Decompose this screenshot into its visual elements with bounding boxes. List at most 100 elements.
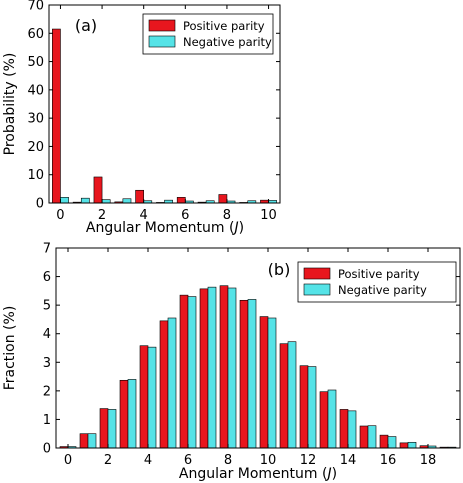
panel-b-bars	[59, 285, 457, 449]
panel-b-legend-swatch-0	[303, 267, 331, 280]
panel-a-bar-s1-j1	[80, 197, 90, 204]
panel-b-legend: Positive parity Negative parity	[297, 261, 457, 303]
panel-b-bar-s1-j9	[247, 299, 257, 449]
panel-a-bar-s0-j6	[176, 197, 186, 204]
panel-b-bar-s1-j8	[227, 287, 237, 449]
panel-b-bar-s1-j13	[327, 389, 337, 449]
panel-b-bar-s0-j12	[299, 365, 309, 449]
panel-b-bar-s0-j8	[219, 285, 229, 449]
panel-b-y-tick-label: 7	[43, 242, 51, 257]
panel-b-legend-swatch-1	[303, 283, 331, 296]
panel-a-bar-s1-j2	[101, 199, 111, 204]
panel-b-bar-s0-j16	[379, 434, 389, 449]
panel-b-y-tick-label: 0	[43, 442, 51, 457]
panel-b-bar-s0-j11	[279, 343, 289, 449]
panel-b-bar-s0-j14	[339, 409, 349, 449]
panel-b-x-tick-label: 8	[224, 453, 232, 468]
panel-b-y-tick-label: 3	[43, 356, 51, 371]
panel-b-y-tick-label: 2	[43, 384, 51, 399]
panel-a-bar-s0-j0	[52, 28, 61, 204]
panel-a-legend-label-0: Positive parity	[183, 19, 265, 33]
panel-b-bar-s1-j15	[367, 425, 377, 449]
panel-a-legend-swatch-1	[148, 35, 176, 48]
panel-b-y-tick-label: 4	[43, 327, 51, 342]
panel-b-bar-s1-j6	[187, 296, 197, 449]
panel-a-y-tick-label: 70	[27, 0, 44, 14]
panel-a-y-tick-label: 10	[27, 168, 44, 183]
panel-b-x-axis-label-text: Angular Momentum	[179, 466, 318, 482]
panel-a-x-tick-label: 8	[223, 208, 231, 223]
panel-a-y-tick-label: 40	[27, 83, 44, 98]
panel-b-y-ticks: 0 1 2 3 4 5 6 7	[43, 242, 460, 457]
panel-b-x-tick-label: 4	[144, 453, 152, 468]
panel-b-bar-s0-j15	[359, 425, 369, 449]
panel-b-bar-s1-j1	[87, 433, 97, 449]
panel-a-bar-s0-j2	[93, 176, 103, 204]
panel-a-bar-s1-j3	[122, 198, 132, 204]
panel-b-bar-s1-j7	[207, 286, 217, 449]
panel-a-x-tick-label: 2	[98, 208, 106, 223]
panel-a-x-axis-label: Angular Momentum (J)	[86, 220, 244, 236]
panel-b-bar-s0-j1	[79, 433, 89, 449]
panel-b-bar-s1-j11	[287, 341, 297, 449]
panel-b-bar-s1-j16	[387, 436, 397, 449]
panel-b-x-tick-label: 2	[104, 453, 112, 468]
panel-b-x-tick-label: 10	[260, 453, 277, 468]
panel-b-bar-s1-j10	[267, 317, 277, 449]
panel-a-legend-swatch-0	[148, 19, 176, 32]
panel-a-y-tick-label: 60	[27, 27, 44, 42]
panel-a-legend: Positive parity Negative parity	[142, 13, 274, 55]
panel-b-bar-s1-j4	[147, 346, 157, 449]
panel-b-bar-s0-j5	[159, 320, 169, 449]
panel-a-bar-s0-j4	[135, 189, 144, 204]
panel-b-bar-s1-j3	[127, 379, 137, 449]
panel-b-bar-s1-j12	[307, 366, 317, 449]
panel-a-y-tick-label: 0	[36, 197, 44, 212]
panel-b-bar-s1-j5	[167, 317, 177, 449]
panel-b-bar-s0-j6	[179, 294, 189, 449]
panel-a-x-ticks: 0 2 4 6 8 10	[56, 5, 277, 223]
panel-b-plot-frame	[55, 247, 461, 449]
panel-a-bars	[52, 28, 277, 204]
panel-b-x-tick-label: 18	[420, 453, 437, 468]
panel-b-x-axis-label: Angular Momentum (J)	[179, 466, 337, 482]
panel-b-bar-s0-j9	[239, 299, 249, 449]
panel-a-bar-s1-j0	[60, 197, 69, 204]
panel-a-x-tick-label: 6	[181, 208, 189, 223]
panel-b-bar-s0-j13	[319, 391, 329, 449]
panel-b-x-tick-label: 0	[64, 453, 72, 468]
panel-b-y-tick-label: 6	[43, 270, 51, 285]
panel-b-x-tick-label: 12	[300, 453, 317, 468]
panel-b-bar-s1-j2	[107, 409, 117, 449]
panel-a-x-axis-label-text: Angular Momentum	[86, 220, 225, 236]
panel-b-x-ticks: 0 2 4 6 8 10 12 14 16 18	[64, 248, 436, 468]
panel-a-x-tick-label: 10	[260, 208, 277, 223]
panel-a-chart: 0 2 4 6 8 10 0 10 20 30 40 50 60 70 (a) Probability …	[2, 0, 281, 236]
panel-b-legend-label-0: Positive parity	[338, 267, 420, 281]
panel-b-bar-s0-j4	[139, 345, 149, 449]
panel-b-legend-label-1: Negative parity	[338, 283, 427, 297]
panel-b-x-tick-label: 14	[340, 453, 357, 468]
panel-b-x-axis-symbol: J	[324, 466, 331, 482]
panel-b-x-tick-label: 6	[184, 453, 192, 468]
panel-a-label: (a)	[75, 16, 97, 35]
panel-a-x-tick-label: 0	[56, 208, 64, 223]
panel-b-bar-s1-j17	[407, 441, 417, 449]
panel-a-x-axis-symbol: J	[231, 220, 238, 236]
panel-a-y-ticks: 0 10 20 30 40 50 60 70	[27, 0, 280, 212]
panel-b-y-tick-label: 1	[43, 413, 51, 428]
panel-b-bar-s0-j17	[399, 442, 409, 449]
panel-b-y-axis-label: Fraction (%)	[2, 306, 18, 391]
panel-a-plot-frame	[48, 4, 281, 204]
panel-a-y-tick-label: 30	[27, 112, 44, 127]
panel-b-x-tick-label: 16	[380, 453, 397, 468]
panel-b-y-tick-label: 5	[43, 299, 51, 314]
panel-b-label: (b)	[268, 260, 291, 279]
panel-a-bar-s0-j8	[218, 194, 228, 204]
panel-a-y-tick-label: 20	[27, 140, 44, 155]
panel-b-bar-s1-j14	[347, 410, 357, 449]
panel-b-bar-s0-j10	[259, 316, 269, 449]
panel-b-bar-s0-j7	[199, 288, 209, 449]
